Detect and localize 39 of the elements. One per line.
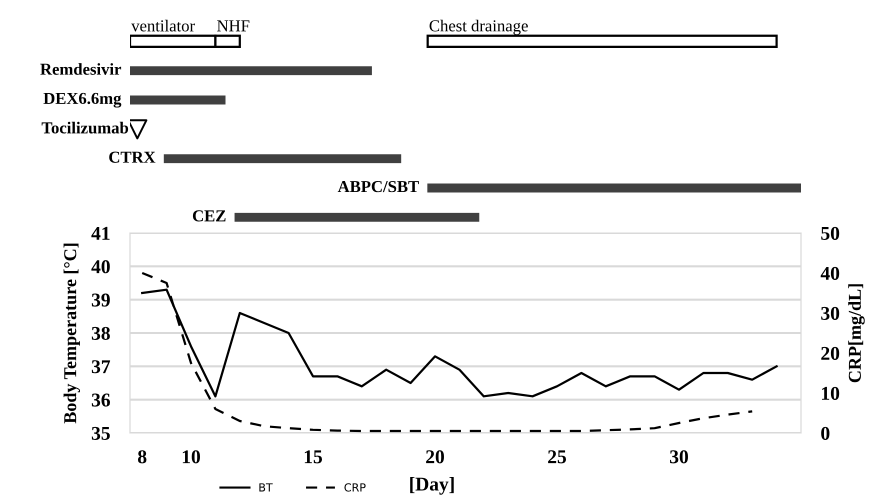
x-tick-label: 15	[304, 450, 322, 464]
category-label: Remdesivir	[40, 63, 122, 75]
x-tick-label: 25	[548, 450, 566, 464]
category-label: ABPC/SBT	[338, 180, 419, 192]
y2-tick-label: 30	[821, 306, 840, 320]
category-label: CEZ	[192, 210, 226, 222]
category-label: CTRX	[109, 152, 156, 163]
bar	[130, 66, 372, 76]
series-label: ventilator	[131, 20, 195, 32]
y-axis-title: Body Temperature [°C]	[64, 244, 80, 424]
x-tick-label: 8	[138, 450, 146, 464]
x-tick-label: 20	[426, 450, 444, 464]
series-label: Chest drainage	[430, 20, 528, 35]
bar	[427, 184, 801, 192]
bar	[130, 96, 226, 104]
category-label: DEX6.6mg	[44, 92, 122, 108]
legend-label: CRP	[344, 483, 366, 492]
y2-axis-title: CRP[mg/dL]	[848, 284, 865, 382]
y2-tick-label: 40	[820, 266, 840, 280]
category-label: Tocilizumab	[42, 122, 128, 134]
y-tick-label: 36	[92, 394, 110, 407]
x-axis-title: [Day]	[410, 477, 454, 495]
x-tick-label: 10	[182, 450, 200, 464]
bar	[164, 154, 402, 164]
y2-tick-label: 50	[821, 226, 840, 240]
series-label: NHF	[217, 20, 250, 32]
y-tick-label: 40	[91, 260, 110, 274]
y-tick-label: 39	[92, 294, 110, 307]
bar	[234, 212, 480, 222]
y2-tick-label: 0	[821, 426, 830, 440]
y2-tick-label: 20	[821, 346, 840, 360]
y2-tick-label: 10	[822, 386, 840, 400]
y-tick-label: 37	[92, 360, 110, 374]
y-tick-label: 38	[92, 326, 110, 340]
legend-label: BT	[259, 483, 273, 492]
y-tick-label: 35	[92, 426, 110, 440]
y-tick-label: 41	[91, 226, 110, 240]
bar	[426, 34, 778, 48]
x-tick-label: 30	[670, 450, 688, 464]
